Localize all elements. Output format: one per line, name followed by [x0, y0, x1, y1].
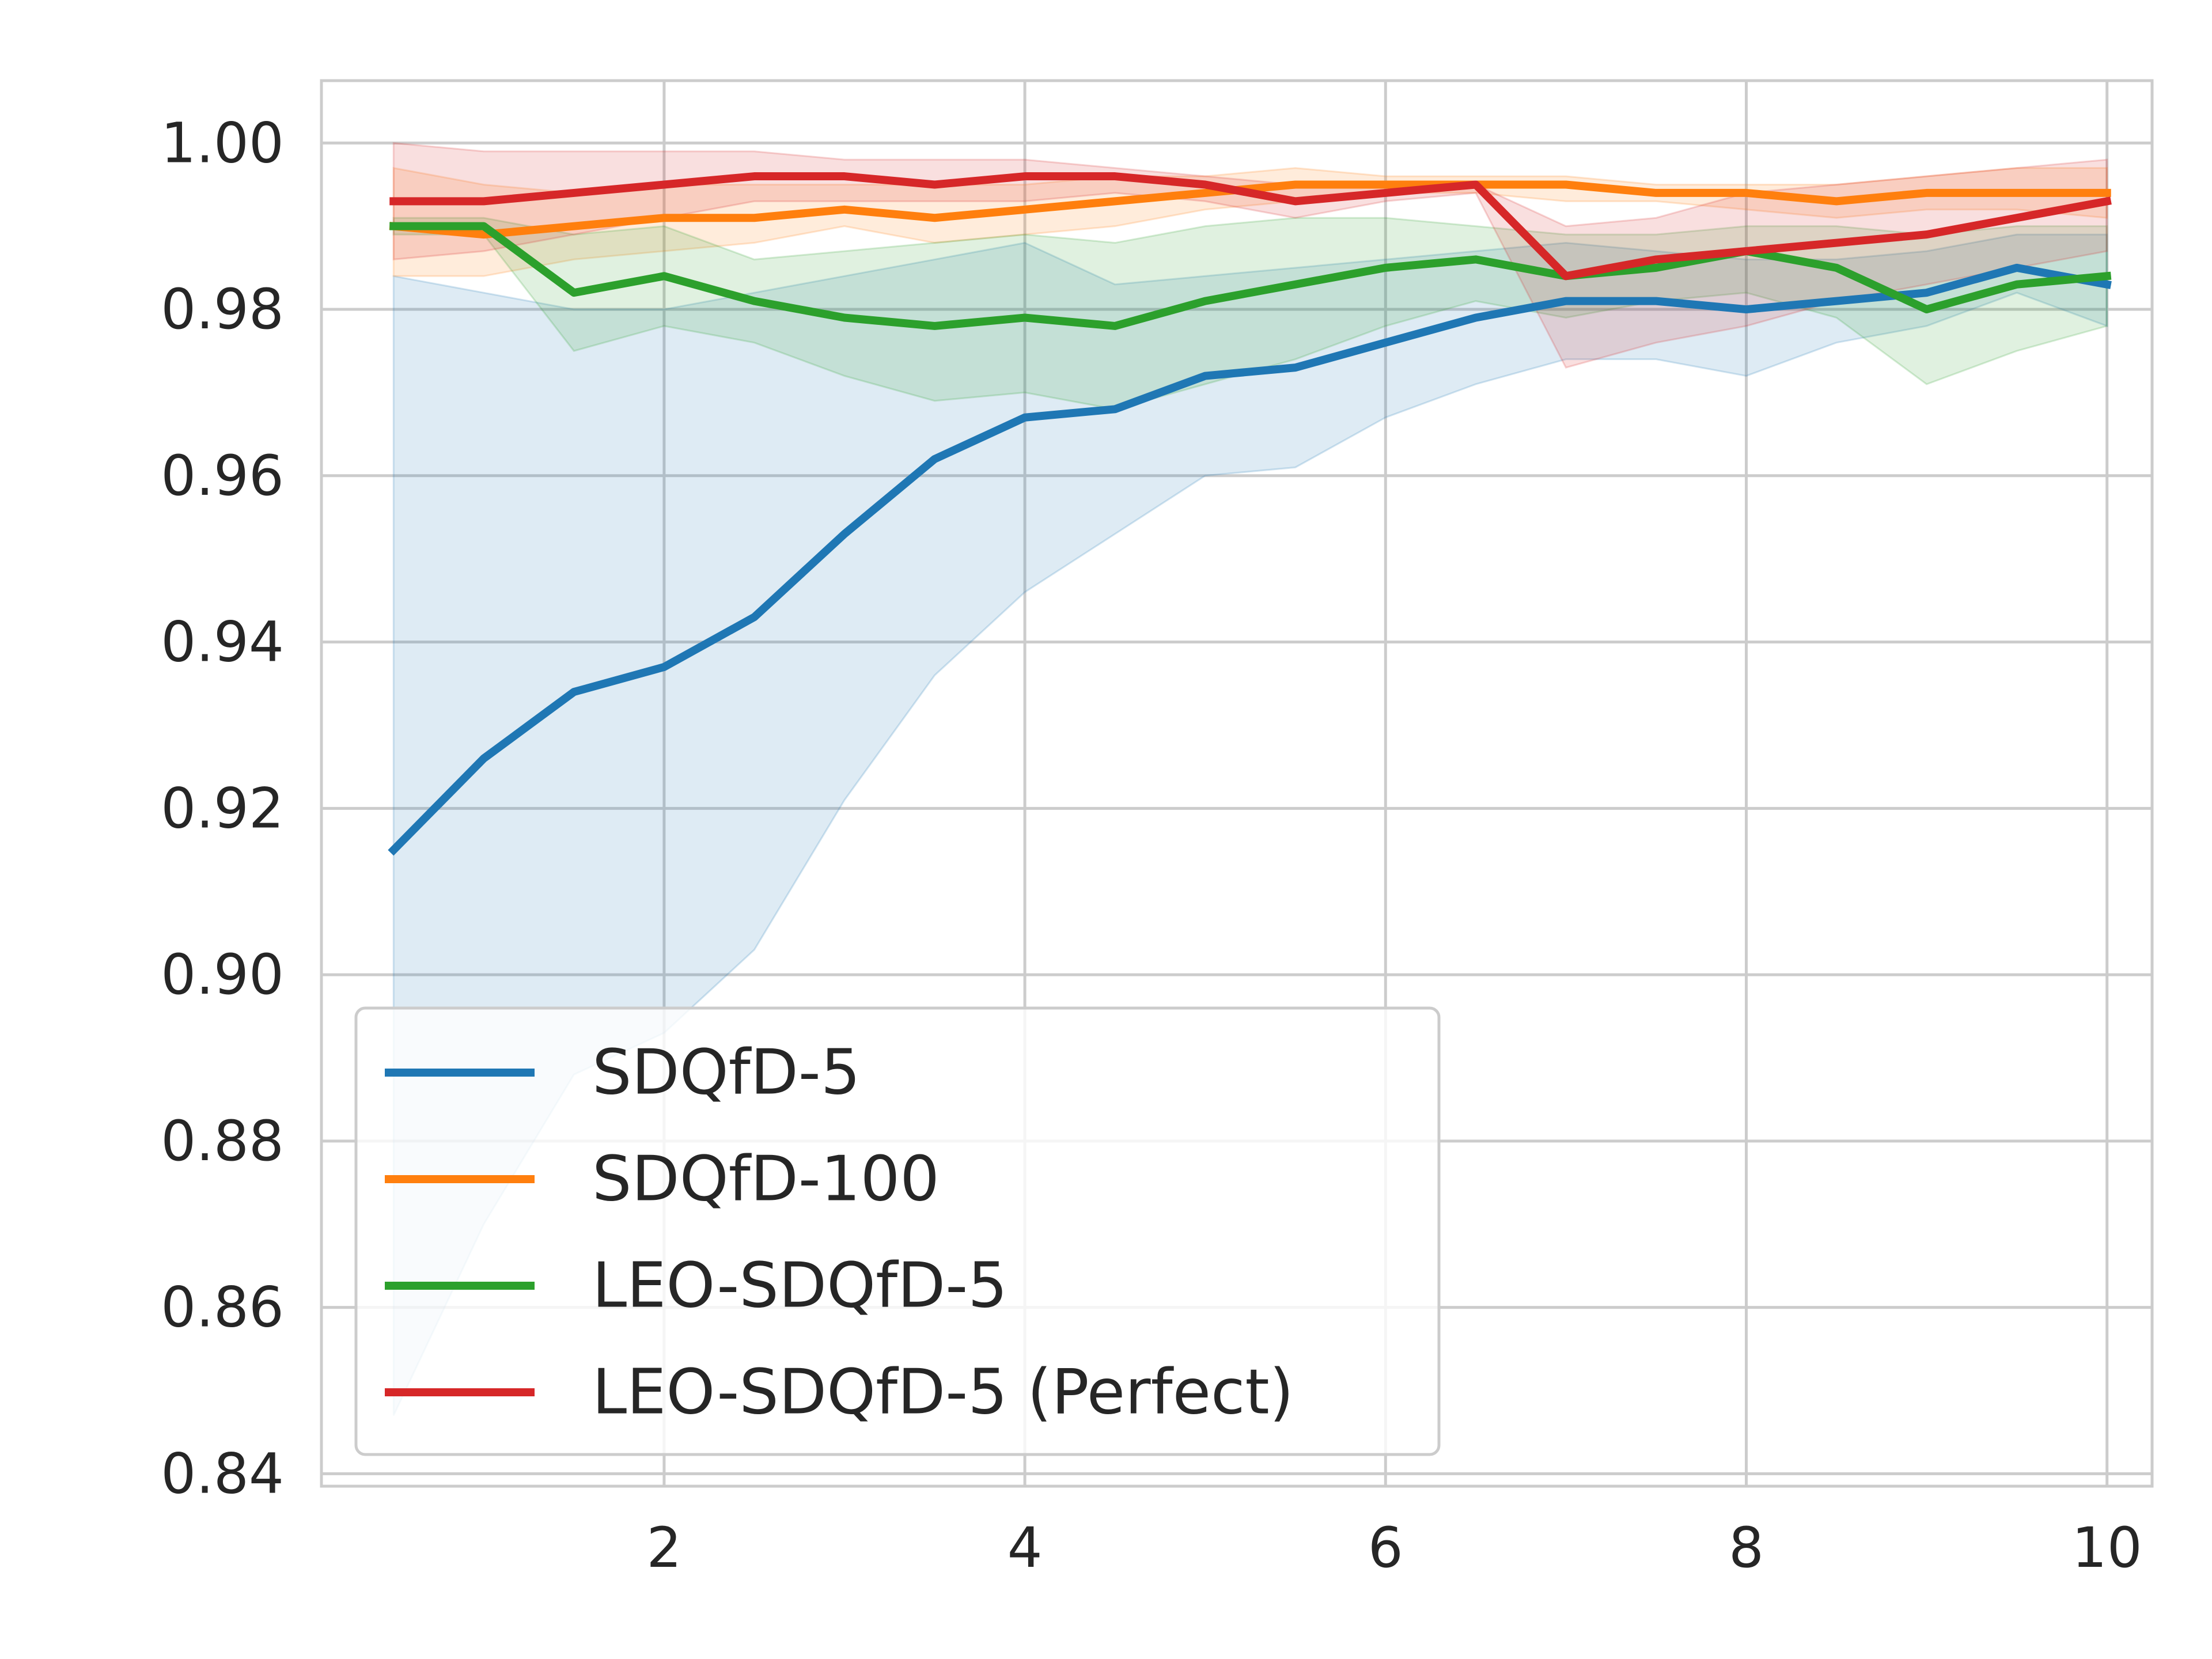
y-tick-label: 0.94 [161, 610, 284, 675]
line-sdqfd-5 [388, 263, 2112, 856]
y-tick-label: 0.98 [161, 277, 284, 342]
y-tick-label: 0.96 [161, 444, 284, 508]
y-tick-label: 1.00 [161, 111, 284, 175]
legend: SDQfD-5 SDQfD-100 LEO-SDQfD-5 LEO-SDQfD-5 (… [354, 1006, 1441, 1456]
x-axis-ticks: 2 4 6 8 10 [646, 1516, 2142, 1580]
legend-label-leo-sdqfd-5-perfect: LEO-SDQfD-5 (Perfect) [592, 1357, 1294, 1429]
legend-label-leo-sdqfd-5: LEO-SDQfD-5 [592, 1250, 1007, 1322]
legend-label-sdqfd-100: SDQfD-100 [592, 1143, 940, 1215]
x-tick-label: 10 [2072, 1516, 2142, 1580]
x-tick-label: 8 [1729, 1516, 1764, 1580]
x-tick-label: 6 [1368, 1516, 1403, 1580]
line-leo-sdqfd-5 [389, 222, 2112, 330]
x-tick-label: 2 [646, 1516, 681, 1580]
legend-box [354, 1006, 1441, 1456]
y-tick-label: 0.92 [161, 776, 284, 840]
y-tick-label: 0.84 [161, 1441, 284, 1506]
y-axis-ticks: 0.84 0.86 0.88 0.90 0.92 0.94 0.96 0.98 1.00 [161, 111, 284, 1506]
line-sdqfd-100 [389, 180, 2111, 239]
y-tick-label: 0.88 [161, 1109, 284, 1173]
y-tick-label: 0.90 [161, 942, 284, 1007]
series-lines [388, 172, 2112, 856]
x-tick-label: 4 [1007, 1516, 1043, 1580]
y-tick-label: 0.86 [161, 1275, 284, 1340]
band-sdqfd-5 [392, 233, 2108, 1416]
band-leo-sdqfd-5-perfect [392, 142, 2108, 369]
legend-label-sdqfd-5: SDQfD-5 [592, 1037, 861, 1109]
plot-frame [320, 79, 2154, 1488]
line-leo-sdqfd-5-perfect [389, 172, 2112, 281]
